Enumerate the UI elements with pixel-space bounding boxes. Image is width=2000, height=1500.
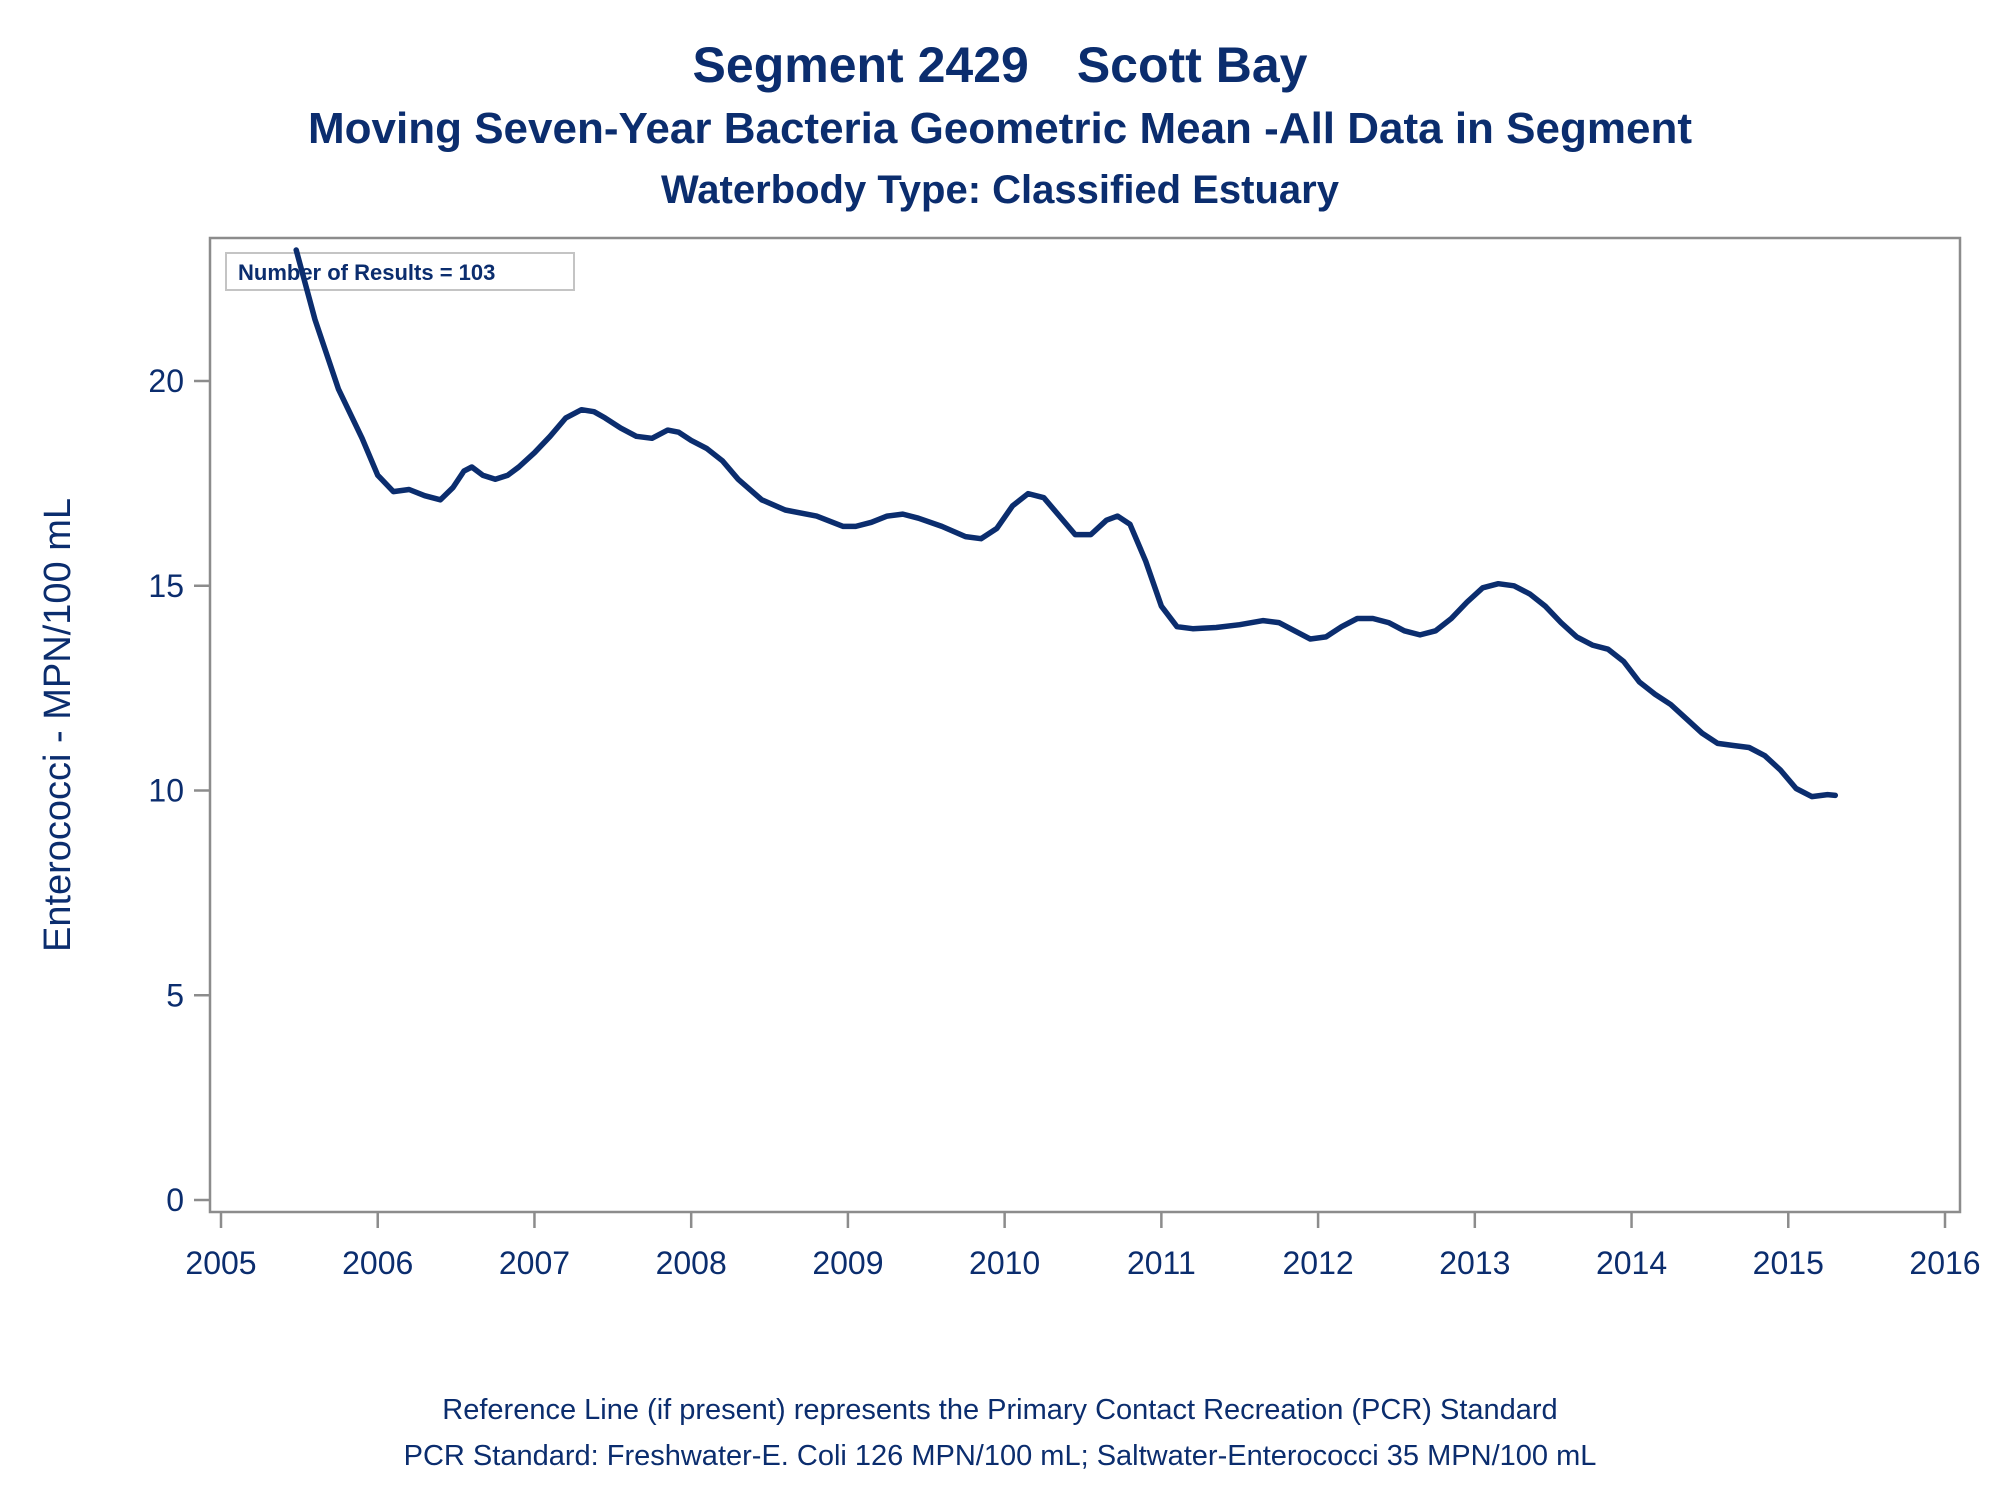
x-tick-label: 2009: [812, 1245, 883, 1281]
chart-subtitle: Moving Seven-Year Bacteria Geometric Mea…: [308, 104, 1692, 153]
chart-title-name: Scott Bay: [1076, 37, 1308, 93]
x-tick-label: 2014: [1596, 1245, 1667, 1281]
series-line-0: [293, 247, 1839, 800]
y-tick-label: 5: [166, 977, 184, 1013]
chart-title-segment: Segment 2429: [692, 37, 1029, 93]
x-tick-label: 2016: [1909, 1245, 1980, 1281]
footnote-reference-line: Reference Line (if present) represents t…: [442, 1394, 1558, 1426]
chart-subtitle-waterbody: Waterbody Type: Classified Estuary: [661, 168, 1339, 212]
x-tick-label: 2006: [342, 1245, 413, 1281]
x-tick-label: 2011: [1127, 1245, 1196, 1281]
footnote-pcr-standard: PCR Standard: Freshwater-E. Coli 126 MPN…: [403, 1440, 1597, 1472]
y-tick-label: 10: [148, 773, 184, 809]
y-tick-label: 15: [148, 568, 184, 604]
x-tick-label: 2015: [1753, 1245, 1824, 1281]
results-count-frame: [225, 252, 575, 291]
plot-frame: [208, 236, 1962, 1214]
x-tick-label: 2007: [499, 1245, 570, 1281]
y-axis-label: Enterococci - MPN/100 mL: [37, 498, 79, 952]
results-count-label: Number of Results = 103: [238, 260, 495, 285]
series-layer: [293, 247, 1839, 800]
x-tick-label: 2010: [969, 1245, 1040, 1281]
x-tick-label: 2008: [656, 1245, 727, 1281]
x-axis: 2005 2006 2007 2008 2009 2010 2011 2012 2013 2014…: [185, 1212, 1981, 1281]
x-tick-label: 2012: [1282, 1245, 1353, 1281]
y-tick-label: 20: [148, 363, 184, 399]
x-tick-label: 2005: [185, 1245, 256, 1281]
y-tick-label: 0: [166, 1182, 184, 1218]
y-axis: 0 5 10 15 20: [148, 363, 210, 1218]
results-count-box: Number of Results = 103: [225, 252, 575, 291]
x-tick-label: 2013: [1439, 1245, 1510, 1281]
chart-title: Segment 2429 Scott Bay: [0, 36, 2000, 94]
